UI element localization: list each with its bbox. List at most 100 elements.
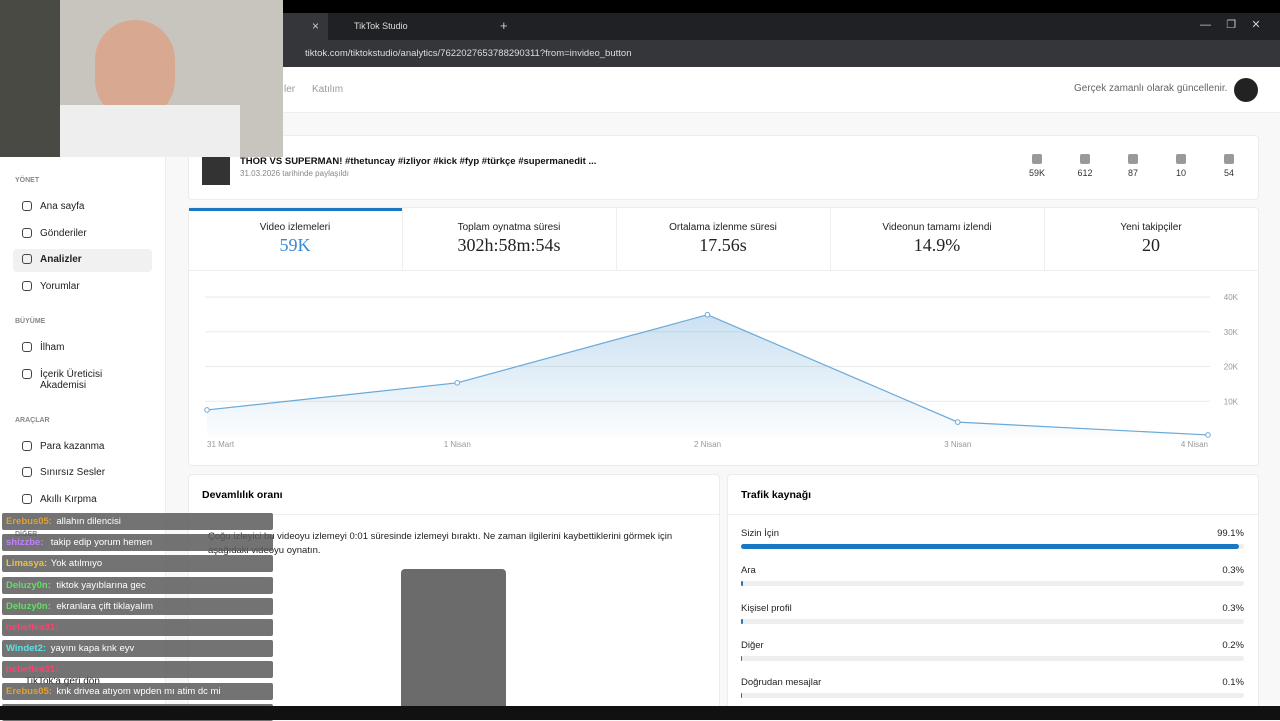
webcam-face — [95, 20, 175, 120]
nav-icon — [22, 368, 32, 379]
chat-text: yayını kapa knk eyv — [50, 643, 135, 655]
nav-item[interactable]: İlham — [40, 341, 65, 353]
nav-icon — [22, 201, 32, 211]
chat-user: shizzbe: — [6, 537, 44, 549]
traffic-label: Sizin İçin — [741, 528, 780, 539]
bottom-strip — [0, 706, 1280, 720]
video-preview[interactable] — [401, 569, 506, 715]
metric-label[interactable]: Videonun tamamı izlendi — [882, 222, 992, 233]
stat-value: 54 — [1223, 168, 1234, 178]
nav-icon — [22, 281, 32, 292]
traffic-label: Ara — [741, 565, 756, 577]
nav-icon — [22, 341, 32, 352]
traffic-bar — [741, 693, 742, 699]
chat-row: bebeflex31: — [2, 661, 273, 679]
divider — [189, 270, 1258, 271]
metric-divider — [1044, 208, 1045, 270]
metric-value[interactable]: 59K — [279, 235, 311, 255]
active-tab-bar — [189, 208, 402, 211]
metric-divider — [830, 208, 831, 270]
tab-title[interactable]: TikTok Studio — [354, 21, 408, 31]
stat-value: 10 — [1175, 168, 1186, 178]
tab[interactable] — [283, 13, 328, 40]
traffic-value: 0.3% — [1222, 602, 1244, 614]
metric-label[interactable]: Yeni takipçiler — [1120, 222, 1182, 233]
metric-value[interactable]: 302h:58m:54s — [457, 235, 561, 255]
stat-icon — [1224, 154, 1234, 164]
x-tick-label: 2 Nisan — [694, 440, 721, 449]
point — [704, 311, 711, 318]
traffic-label: Diğer — [741, 639, 764, 651]
nav-item[interactable]: Para kazanma — [40, 440, 105, 452]
nav-item[interactable]: Yorumlar — [40, 281, 80, 293]
webcam — [0, 0, 283, 157]
card-title: Devamlılık oranı — [202, 489, 283, 501]
y-tick-label: 20K — [1224, 363, 1239, 372]
nav-item[interactable]: Sınırsız Sesler — [40, 467, 106, 479]
x-tick-label: 3 Nisan — [944, 440, 971, 449]
nav-item[interactable]: Analizler — [40, 254, 82, 266]
metric-value[interactable]: 17.56s — [699, 235, 747, 255]
chat-user: bebeflex31: — [6, 664, 59, 676]
y-tick-label: 10K — [1224, 397, 1239, 406]
chat-user: Limasya: — [6, 558, 48, 570]
chat-user: Windet2: — [6, 643, 47, 655]
stat-value: 87 — [1127, 168, 1138, 178]
chat-user: Deluzy0n: — [6, 600, 51, 612]
thumbnail — [202, 157, 230, 185]
chat-text: knk drivea atıyom wpden mı atim dc mi — [56, 685, 221, 697]
webcam-shirt — [60, 105, 240, 157]
traffic-card: Trafik kaynağı — [727, 474, 1259, 716]
video-date: 31.03.2026 tarihinde paylaşıldı — [240, 169, 349, 178]
traffic-label: Doğrudan mesajlar — [741, 677, 822, 689]
new-tab[interactable]: + — [500, 18, 508, 33]
chat-user: bebeflex31: — [6, 622, 59, 633]
traffic-bar — [741, 544, 1240, 549]
status: Gerçek zamanlı olarak güncellenir. — [1074, 83, 1228, 94]
chat-row: shizzbe: takip edip yorum hemen — [2, 534, 273, 552]
point — [204, 407, 210, 413]
header-tab[interactable]: Katılım — [312, 84, 344, 95]
traffic-track — [741, 581, 1244, 587]
traffic-bar — [741, 618, 743, 624]
section-title: YÖNET — [15, 177, 40, 184]
metric-label[interactable]: Toplam oynatma süresi — [457, 222, 561, 233]
back-link[interactable]: TikTok'a geri dön — [25, 676, 100, 687]
metric-label[interactable]: Ortalama izlenme süresi — [669, 222, 777, 233]
section-title: BÜYÜME — [15, 317, 46, 325]
retention-card: Devamlılık oranı Çoğu izleyici bu videoy… — [188, 474, 720, 716]
header-tab[interactable]: ler — [284, 84, 296, 95]
stat-value: 59K — [1028, 168, 1045, 178]
section-title: DİĞER — [15, 531, 37, 538]
chat-text: takip edip yorum hemen — [50, 537, 153, 549]
metric-value[interactable]: 20 — [1142, 235, 1160, 255]
metric-value[interactable]: 14.9% — [913, 235, 961, 255]
traffic-value: 0.2% — [1222, 639, 1244, 651]
metric-label[interactable]: Video izlemeleri — [259, 222, 331, 233]
avatar[interactable] — [1234, 78, 1258, 102]
top-strip — [0, 0, 1280, 13]
nav-item[interactable]: İçerik Üreticisi Akademisi — [40, 368, 103, 391]
chat-row: Erebus05: allahın dilencisi — [2, 513, 273, 530]
chat-row: Deluzy0n: tiktok yayıblarına gec — [2, 576, 273, 594]
video-card: THOR VS SUPERMAN! #thetuncay #izliyor #k… — [188, 135, 1259, 200]
stat-icon — [1080, 154, 1090, 164]
nav-item[interactable]: Ana sayfa — [40, 201, 85, 212]
tab-close[interactable]: × — [312, 19, 320, 33]
point — [1205, 432, 1211, 438]
url[interactable]: tiktok.com/tiktokstudio/analytics/762202… — [305, 48, 632, 59]
section-title: ARAÇLAR — [15, 416, 50, 424]
chat-text: Yok atılmıyo — [50, 558, 103, 570]
nav-item[interactable]: Gönderiler — [40, 227, 87, 239]
window-controls[interactable]: — ❐ ✕ — [1200, 19, 1261, 31]
chat-row: Windet2: yayını kapa knk eyv — [2, 640, 273, 658]
x-tick-label: 1 Nisan — [444, 440, 471, 449]
video-title[interactable]: THOR VS SUPERMAN! #thetuncay #izliyor #k… — [240, 156, 597, 167]
traffic-value: 99.1% — [1217, 528, 1244, 539]
nav-item[interactable]: Akıllı Kırpma — [40, 493, 97, 505]
metric-divider — [402, 208, 403, 270]
chat-user: Deluzy0n: — [6, 579, 51, 591]
stat-icon — [1128, 154, 1138, 164]
